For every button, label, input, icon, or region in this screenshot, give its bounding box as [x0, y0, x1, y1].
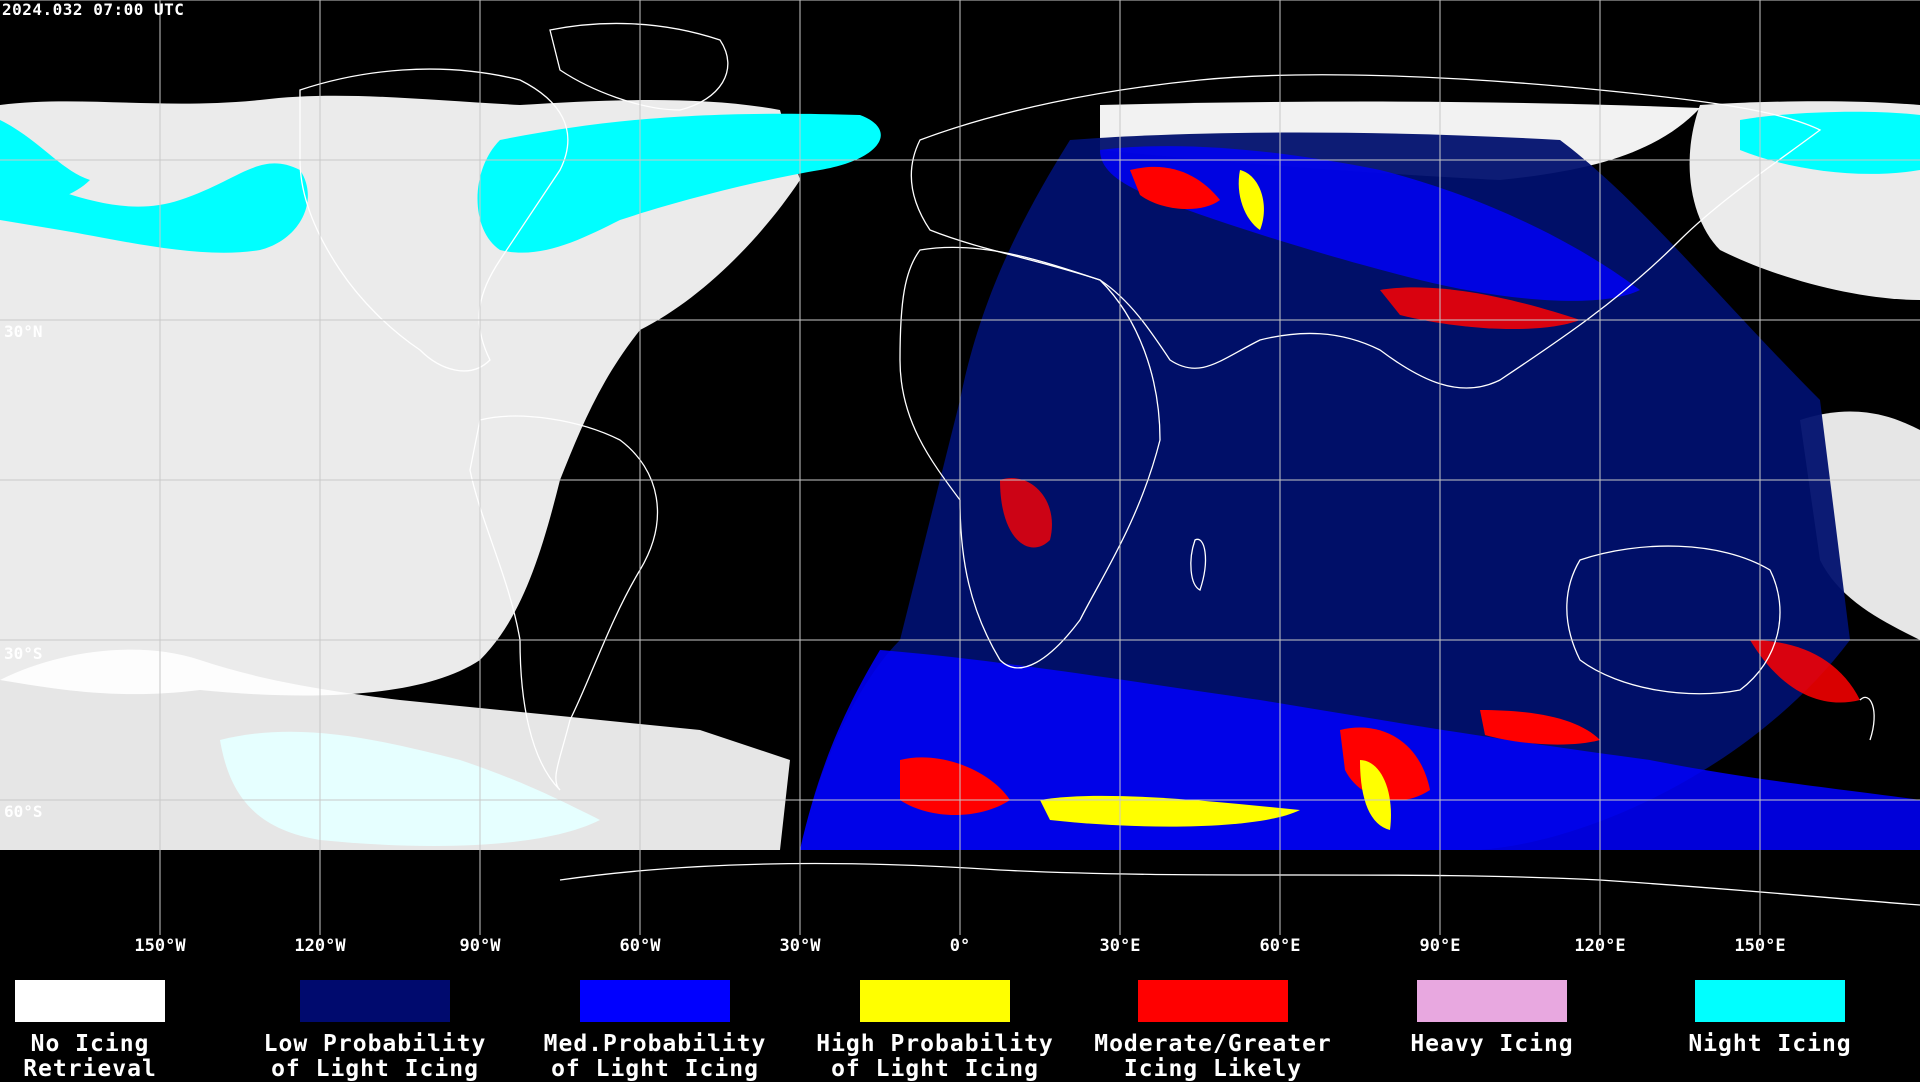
moderate-icing-south-atlantic	[900, 757, 1010, 815]
legend-item-low-probability: Low Probability of Light Icing	[245, 980, 505, 1082]
africa-coastline	[899, 246, 1161, 669]
coastlines	[299, 22, 1920, 906]
legend-swatch-night-icing	[1695, 980, 1845, 1022]
legend-label-no-icing: No Icing Retrieval	[23, 1031, 157, 1082]
longitude-label-150w: 150°W	[134, 936, 186, 956]
legend-item-med-probability: Med.Probability of Light Icing	[525, 980, 785, 1082]
south-america-coastline	[469, 415, 659, 791]
legend: No Icing Retrieval Low Probability of Li…	[0, 962, 1920, 1082]
greenland-coastline	[549, 22, 729, 111]
night-icing-band-atlantic	[477, 113, 881, 253]
legend-label-heavy-icing: Heavy Icing	[1410, 1031, 1574, 1057]
icing-map-canvas	[0, 0, 1920, 935]
graticule	[0, 0, 1920, 935]
legend-swatch-moderate-icing	[1138, 980, 1288, 1022]
longitude-label-0: 0°	[949, 936, 971, 956]
no-icing-region-east-pacific	[1800, 411, 1920, 640]
night-icing-west-edge	[0, 120, 90, 204]
med-probability-eurasia	[1100, 146, 1640, 301]
longitude-label-150e: 150°E	[1734, 936, 1786, 956]
moderate-icing-south-indian	[1480, 710, 1600, 745]
madagascar-coastline	[1190, 538, 1207, 591]
legend-label-low-probability: Low Probability of Light Icing	[263, 1031, 487, 1082]
antarctica-coastline	[559, 862, 1920, 906]
longitude-label-90e: 90°E	[1419, 936, 1461, 956]
icing-map	[0, 0, 1920, 935]
legend-item-night-icing: Night Icing	[1640, 980, 1900, 1057]
moderate-icing-europe	[1130, 166, 1220, 210]
high-probability-indian-ocean	[1360, 760, 1391, 830]
latitude-label-60s: 60°S	[4, 802, 43, 821]
legend-label-night-icing: Night Icing	[1688, 1031, 1852, 1057]
high-probability-europe	[1238, 170, 1264, 230]
longitude-label-60w: 60°W	[619, 936, 661, 956]
night-icing-cyclone-north	[0, 163, 308, 253]
north-america-coastline	[299, 68, 569, 372]
new-zealand-coastline	[1859, 696, 1875, 741]
legend-label-moderate-icing: Moderate/Greater Icing Likely	[1094, 1031, 1332, 1082]
legend-swatch-no-icing	[15, 980, 165, 1022]
longitude-label-30e: 30°E	[1099, 936, 1141, 956]
low-probability-zone	[800, 132, 1850, 850]
eurasia-coastline	[910, 74, 1822, 389]
high-probability-southern-band	[1040, 795, 1300, 827]
longitude-label-90w: 90°W	[459, 936, 501, 956]
moderate-icing-africa	[1000, 478, 1052, 548]
legend-item-heavy-icing: Heavy Icing	[1362, 980, 1622, 1057]
latitude-label-30s: 30°S	[4, 644, 43, 663]
legend-label-high-probability: High Probability of Light Icing	[816, 1031, 1054, 1082]
moderate-icing-tasman	[1750, 640, 1860, 703]
cloud-coverage-layer	[0, 95, 1920, 850]
legend-swatch-heavy-icing	[1417, 980, 1567, 1022]
longitude-label-120w: 120°W	[294, 936, 346, 956]
legend-swatch-med-probability	[580, 980, 730, 1022]
legend-label-med-probability: Med.Probability of Light Icing	[543, 1031, 767, 1082]
longitude-label-30w: 30°W	[779, 936, 821, 956]
legend-swatch-high-probability	[860, 980, 1010, 1022]
legend-item-moderate-icing: Moderate/Greater Icing Likely	[1083, 980, 1343, 1082]
legend-swatch-low-probability	[300, 980, 450, 1022]
legend-item-high-probability: High Probability of Light Icing	[805, 980, 1065, 1082]
longitude-label-60e: 60°E	[1259, 936, 1301, 956]
timestamp-label: 2024.032 07:00 UTC	[2, 0, 185, 19]
legend-item-no-icing: No Icing Retrieval	[0, 980, 220, 1082]
moderate-icing-asia	[1380, 287, 1580, 330]
night-icing-east-edge	[1740, 111, 1920, 174]
latitude-label-30n: 30°N	[4, 322, 43, 341]
longitude-label-120e: 120°E	[1574, 936, 1626, 956]
